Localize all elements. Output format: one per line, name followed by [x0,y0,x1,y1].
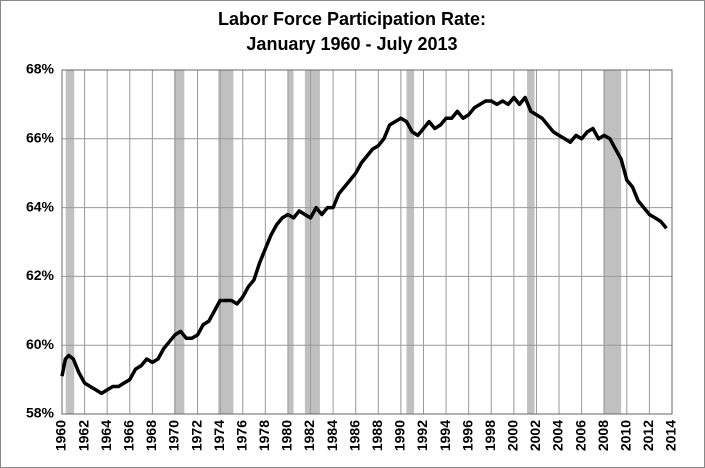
x-tick-label: 1980 [279,420,295,451]
y-tick-label: 62% [26,267,55,283]
x-tick-label: 1968 [143,420,159,451]
chart-subtitle: January 1960 - July 2013 [246,34,457,54]
x-tick-label: 2006 [572,420,588,451]
x-tick-label: 2014 [663,420,679,451]
x-tick-label: 1994 [437,420,453,451]
x-tick-label: 1962 [75,420,91,451]
recession-band [218,70,234,414]
x-tick-label: 1976 [233,420,249,451]
x-tick-label: 1964 [98,420,114,451]
recession-band [65,70,75,414]
recession-band [527,70,535,414]
x-tick-label: 1978 [256,420,272,451]
recession-band [174,70,185,414]
x-tick-label: 1982 [301,420,317,451]
x-tick-label: 2010 [618,420,634,451]
y-tick-label: 64% [26,198,55,214]
plot-border [61,69,673,415]
x-tick-label: 1992 [414,420,430,451]
recession-band [304,70,320,414]
x-tick-label: 1972 [188,420,204,451]
recession-band [406,70,415,414]
y-tick-label: 68% [26,61,55,77]
data-line [60,95,668,396]
y-tick-label: 60% [26,336,55,352]
chart-title: Labor Force Participation Rate: [218,9,486,29]
x-tick-label: 1996 [459,420,475,451]
y-tick-label: 66% [26,130,55,146]
x-tick-label: 1960 [53,420,69,451]
recession-band [287,70,294,414]
x-tick-label: 1970 [166,420,182,451]
x-tick-label: 1974 [211,420,227,451]
x-tick-label: 2008 [595,420,611,451]
x-tick-label: 2002 [527,420,543,451]
x-tick-label: 1998 [482,420,498,451]
x-tick-label: 2004 [550,420,566,451]
x-tick-label: 2000 [505,420,521,451]
x-tick-label: 1990 [392,420,408,451]
x-tick-label: 1966 [120,420,136,451]
x-tick-label: 2012 [640,420,656,451]
recession-band [603,70,622,414]
x-tick-label: 1986 [346,420,362,451]
y-tick-label: 58% [26,405,55,421]
x-tick-label: 1984 [324,420,340,451]
x-tick-label: 1988 [369,420,385,451]
